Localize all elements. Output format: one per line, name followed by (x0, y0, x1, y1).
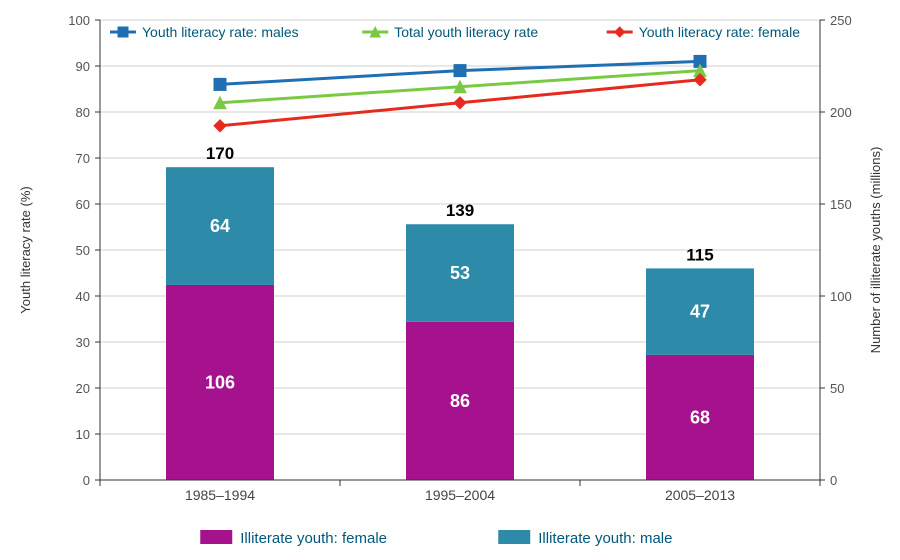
left-tick-label: 90 (76, 59, 90, 74)
left-axis-title: Youth literacy rate (%) (18, 186, 33, 313)
category-label: 2005–2013 (665, 487, 735, 503)
bar-segment-label: 47 (690, 302, 710, 322)
left-tick-label: 40 (76, 289, 90, 304)
left-tick-label: 30 (76, 335, 90, 350)
legend-swatch (498, 530, 530, 544)
right-axis-title: Number of illiterate youths (millions) (868, 147, 883, 354)
legend-top: Youth literacy rate: males Total youth li… (110, 24, 800, 40)
right-tick-label: 100 (830, 289, 852, 304)
bar-total-label: 115 (686, 245, 713, 264)
category-label: 1995–2004 (425, 487, 495, 503)
left-tick-label: 60 (76, 197, 90, 212)
legend-label: Illiterate youth: female (240, 530, 387, 547)
right-tick-label: 200 (830, 105, 852, 120)
bar-segment-label: 64 (210, 216, 230, 236)
left-tick-label: 50 (76, 243, 90, 258)
literacy-chart: 106 64 170 86 53 139 68 47 115 1985–1994 1995–2004… (0, 0, 900, 560)
left-tick-label: 10 (76, 427, 90, 442)
right-tick-label: 0 (830, 473, 837, 488)
bar-segment-label: 106 (205, 372, 235, 392)
left-tick-label: 20 (76, 381, 90, 396)
left-tick-label: 0 (83, 473, 90, 488)
legend-label: Illiterate youth: male (538, 530, 672, 547)
left-tick-label: 70 (76, 151, 90, 166)
bar-total-label: 170 (206, 144, 234, 163)
legend-label: Total youth literacy rate (394, 24, 538, 40)
category-label: 1985–1994 (185, 487, 255, 503)
bar-segment-label: 68 (690, 407, 710, 427)
left-tick-label: 100 (68, 13, 90, 28)
legend-label: Youth literacy rate: female (639, 24, 801, 40)
right-tick-label: 150 (830, 197, 852, 212)
right-tick-label: 250 (830, 13, 852, 28)
bar-total-label: 139 (446, 201, 474, 220)
right-tick-label: 50 (830, 381, 844, 396)
left-tick-label: 80 (76, 105, 90, 120)
bar-segment-label: 53 (450, 263, 470, 283)
legend-swatch (200, 530, 232, 544)
legend-label: Youth literacy rate: males (142, 24, 299, 40)
bar-segment-label: 86 (450, 391, 470, 411)
